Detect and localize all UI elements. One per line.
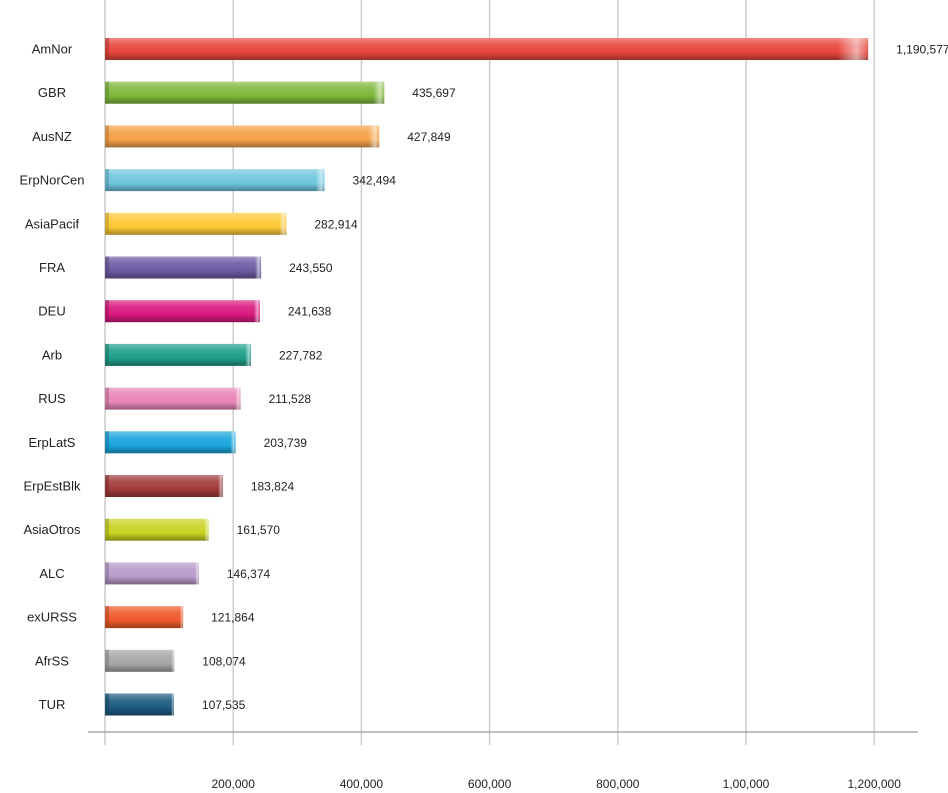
bar-highlight: [105, 475, 223, 497]
x-tick-label: 800,000: [596, 777, 640, 791]
x-tick-label: 1,200,000: [848, 777, 902, 791]
category-label: GBR: [38, 85, 66, 100]
bar-highlight: [105, 343, 252, 366]
value-label: 211,528: [269, 392, 312, 406]
value-label: 227,782: [279, 348, 323, 362]
bar-highlight: [105, 256, 262, 279]
category-label: ErpNorCen: [19, 173, 84, 188]
bar-highlight: [105, 212, 287, 235]
bar-highlight: [105, 562, 199, 585]
bar-left-shade: [105, 518, 109, 541]
value-label: 342,494: [353, 174, 397, 188]
bar-left-shade: [105, 256, 109, 279]
bar-left-shade: [105, 38, 109, 60]
bar-highlight: [105, 518, 209, 541]
value-label: 282,914: [314, 217, 358, 231]
category-label: AsiaOtros: [23, 522, 81, 537]
value-label: 161,570: [237, 523, 281, 537]
category-label: AmNor: [32, 42, 73, 57]
category-label: ErpEstBlk: [23, 479, 81, 494]
x-tick-label: 1,00,000: [723, 777, 770, 791]
value-label: 146,374: [227, 567, 271, 581]
bar-left-shade: [105, 212, 109, 235]
value-label: 183,824: [251, 480, 295, 494]
bar-left-shade: [105, 649, 109, 672]
bar-highlight: [105, 431, 236, 454]
category-label: ALC: [39, 566, 64, 581]
bar-left-shade: [105, 343, 109, 366]
category-label: TUR: [39, 697, 66, 712]
bar-left-shade: [105, 606, 109, 629]
category-label: RUS: [38, 391, 66, 406]
bar-highlight: [105, 81, 385, 104]
category-label: AusNZ: [32, 129, 72, 144]
bar-left-shade: [105, 693, 109, 716]
bar-highlight: [105, 693, 174, 716]
category-label: Arb: [42, 347, 62, 362]
bar-left-shade: [105, 387, 109, 410]
value-label: 108,074: [202, 654, 246, 668]
labels: 200,000 400,000 600,000 800,000 1,00,000 1,20…: [19, 42, 948, 792]
bar-left-shade: [105, 475, 109, 497]
value-label: 107,535: [202, 698, 246, 712]
value-label: 427,849: [407, 130, 451, 144]
bar-highlight: [105, 125, 380, 148]
bar-left-shade: [105, 562, 109, 585]
category-label: ErpLatS: [29, 435, 76, 450]
category-label: exURSS: [27, 610, 77, 625]
gridlines: [104, 0, 875, 745]
x-tick-label: 400,000: [340, 777, 384, 791]
bar-highlight: [105, 649, 175, 672]
value-label: 1,190,577: [896, 43, 948, 57]
bar-left-shade: [105, 169, 109, 192]
category-label: DEU: [38, 304, 65, 319]
bar-highlight: [105, 606, 184, 629]
bar-highlight: [105, 38, 869, 60]
value-label: 435,697: [412, 86, 456, 100]
category-label: AfrSS: [35, 653, 69, 668]
value-label: 241,638: [288, 305, 332, 319]
category-label: AsiaPacif: [25, 216, 80, 231]
value-label: 203,739: [264, 436, 308, 450]
value-label: 243,550: [289, 261, 333, 275]
bars: [105, 38, 869, 716]
bar-left-shade: [105, 125, 109, 148]
bar-left-shade: [105, 300, 109, 323]
x-tick-label: 600,000: [468, 777, 512, 791]
bar-highlight: [105, 387, 241, 410]
bar-highlight: [105, 169, 325, 192]
bar-left-shade: [105, 81, 109, 104]
category-label: FRA: [39, 260, 65, 275]
x-tick-label: 200,000: [212, 777, 256, 791]
bar-left-shade: [105, 431, 109, 454]
bar-highlight: [105, 300, 260, 323]
value-label: 121,864: [211, 611, 255, 625]
